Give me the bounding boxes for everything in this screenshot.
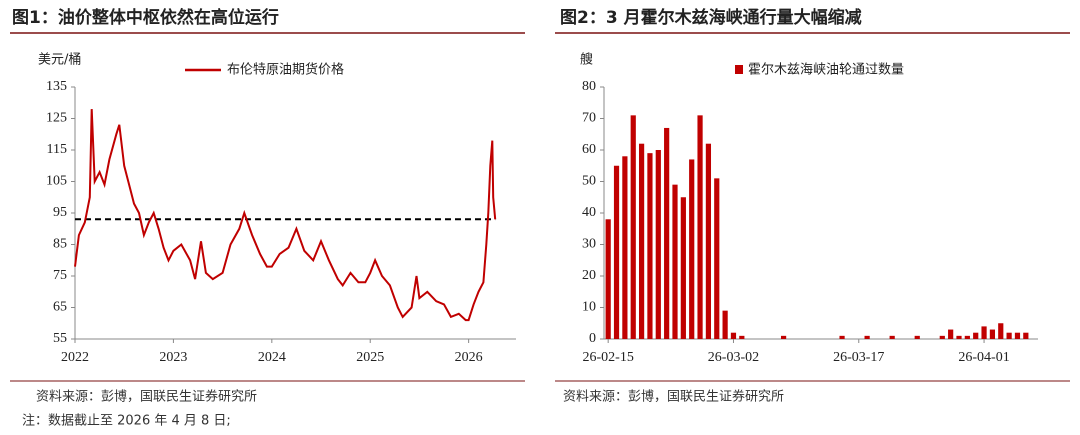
y-tick-label: 135 [46, 79, 67, 94]
y-tick-label: 65 [53, 300, 67, 315]
x-tick-label: 2026 [455, 350, 483, 365]
chart-title: 图2：3 月霍尔木兹海峡通行量大幅缩减 [560, 7, 862, 28]
bar [655, 150, 661, 339]
x-tick-label: 2025 [356, 350, 384, 365]
y-tick-label: 115 [47, 142, 67, 157]
y-tick-label: 75 [53, 268, 67, 283]
bar [697, 115, 703, 339]
bar [714, 178, 720, 339]
y-tick-label: 10 [582, 300, 596, 315]
bar [689, 159, 695, 339]
x-tick-label: 2022 [61, 350, 89, 365]
price-line [74, 109, 497, 322]
y-tick-label: 0 [589, 331, 596, 346]
bar [722, 310, 728, 339]
source: 资料来源：彭博，国联民生证券研究所 [36, 389, 257, 405]
y-tick-label: 95 [53, 205, 67, 220]
y-axis-label: 艘 [580, 52, 593, 68]
x-tick-label: 26-04-01 [958, 350, 1009, 365]
y-tick-label: 60 [582, 142, 596, 157]
x-tick-label: 26-02-15 [583, 350, 634, 365]
bar [680, 197, 686, 339]
bar [914, 335, 920, 339]
legend-swatch [735, 65, 743, 74]
y-tick-label: 125 [46, 111, 67, 126]
y-tick-label: 85 [53, 237, 67, 252]
bar [989, 329, 996, 339]
y-axis-label: 美元/桶 [38, 53, 81, 68]
bar [1023, 332, 1029, 339]
legend-label: 布伦特原油期货价格 [227, 62, 344, 78]
bar [964, 335, 970, 339]
y-tick-label: 55 [53, 331, 67, 346]
bar [973, 332, 979, 339]
bar [705, 143, 712, 339]
bar [956, 335, 962, 339]
y-tick-label: 105 [46, 174, 67, 189]
bar [647, 153, 653, 339]
bar [864, 335, 870, 339]
bar [948, 329, 954, 339]
x-tick-label: 26-03-02 [708, 350, 759, 365]
bar [730, 332, 737, 339]
bar [664, 127, 670, 339]
x-tick-label: 26-03-17 [833, 350, 884, 365]
bar [839, 335, 845, 339]
note: 注：数据截止至 2026 年 4 月 8 日; [22, 414, 231, 429]
bar [889, 335, 895, 339]
y-tick-label: 50 [582, 174, 596, 189]
y-tick-label: 40 [582, 205, 596, 220]
y-tick-label: 80 [582, 79, 596, 94]
source: 资料来源：彭博，国联民生证券研究所 [563, 389, 784, 405]
bar [998, 323, 1004, 339]
legend-label: 霍尔木兹海峡油轮通过数量 [748, 63, 904, 78]
bar [780, 335, 787, 339]
bar [1014, 332, 1021, 339]
bar [739, 335, 745, 339]
bar [605, 219, 611, 339]
bar [672, 184, 678, 339]
bar [1006, 332, 1012, 339]
bar [981, 326, 987, 339]
bar [613, 165, 620, 339]
chart-title: 图1：油价整体中枢依然在高位运行 [12, 7, 279, 28]
bar [630, 115, 636, 339]
bar [638, 143, 645, 339]
x-tick-label: 2024 [258, 350, 286, 365]
bar [622, 156, 628, 339]
y-tick-label: 20 [582, 268, 596, 283]
x-tick-label: 2023 [159, 350, 187, 365]
y-tick-label: 70 [582, 111, 596, 126]
bar [939, 335, 945, 339]
y-tick-label: 30 [582, 237, 596, 252]
